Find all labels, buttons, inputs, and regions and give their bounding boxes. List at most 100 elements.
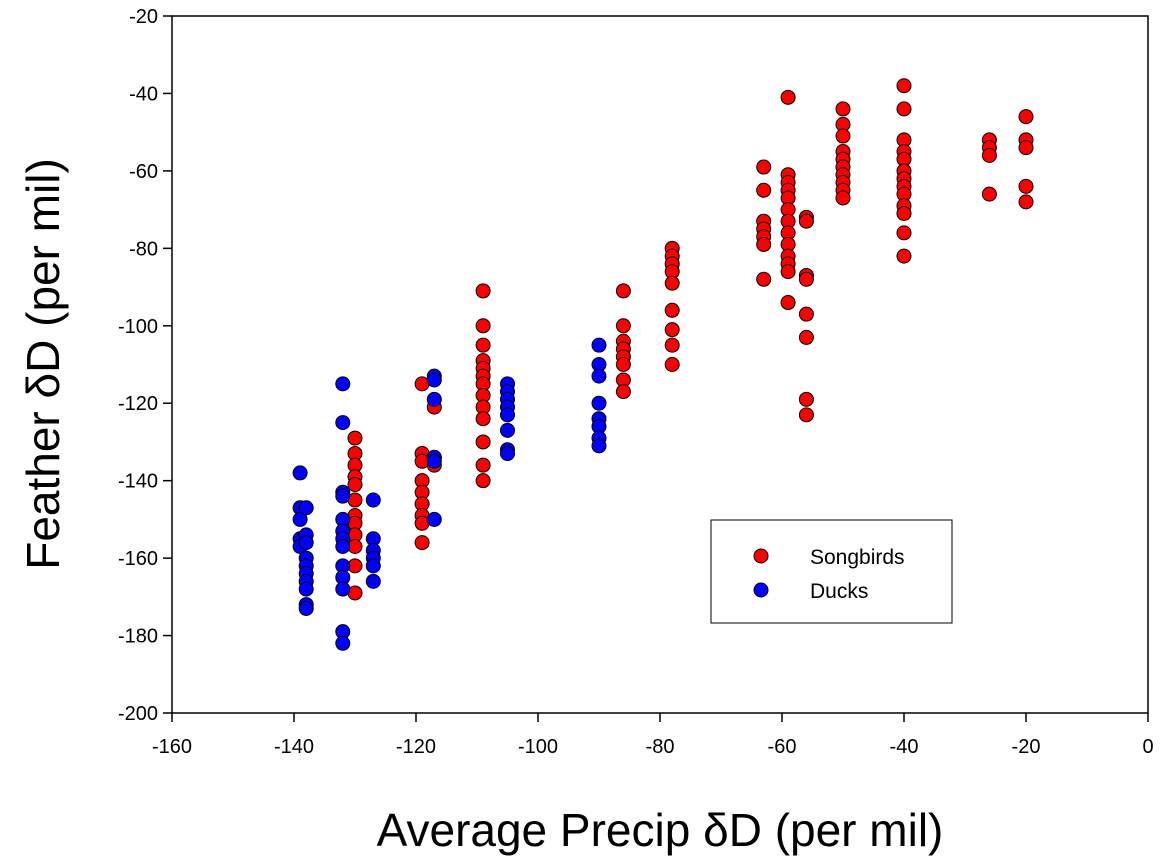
point-ducks [299,601,313,615]
point-songbirds [415,536,429,550]
point-ducks [501,408,515,422]
point-songbirds [665,338,679,352]
x-tick-label: -160 [152,736,192,758]
point-songbirds [665,358,679,372]
point-songbirds [616,385,630,399]
x-tick-label: -80 [646,736,675,758]
point-ducks [427,392,441,406]
point-songbirds [1019,110,1033,124]
legend: Songbirds Ducks [711,520,952,623]
point-songbirds [665,323,679,337]
point-ducks [336,539,350,553]
y-tick-label: -20 [129,6,158,28]
point-ducks [299,582,313,596]
point-songbirds [757,183,771,197]
point-songbirds [897,249,911,263]
point-songbirds [799,214,813,228]
x-tick-label: -140 [274,736,314,758]
point-ducks [501,423,515,437]
x-tick-label: -20 [1012,736,1041,758]
point-ducks [336,636,350,650]
point-songbirds [799,272,813,286]
x-tick-label: 0 [1142,736,1153,758]
point-songbirds [616,319,630,333]
x-tick-label: -40 [890,736,919,758]
point-songbirds [897,226,911,240]
point-ducks [366,559,380,573]
point-ducks [336,489,350,503]
y-axis-title: Feather δD (per mil) [17,158,69,570]
point-songbirds [799,307,813,321]
point-songbirds [1019,179,1033,193]
point-ducks [501,447,515,461]
point-songbirds [836,102,850,116]
point-ducks [299,536,313,550]
point-ducks [293,466,307,480]
point-songbirds [781,296,795,310]
point-ducks [592,369,606,383]
y-tick-label: -60 [129,161,158,183]
point-songbirds [799,330,813,344]
point-songbirds [616,358,630,372]
point-ducks [336,377,350,391]
point-songbirds [476,474,490,488]
point-ducks [336,582,350,596]
point-ducks [366,574,380,588]
y-tick-label: -140 [118,471,158,493]
point-ducks [427,454,441,468]
point-songbirds [476,284,490,298]
point-ducks [336,416,350,430]
legend-label-ducks: Ducks [810,580,868,603]
x-tick-label: -60 [768,736,797,758]
x-tick-label: -120 [396,736,436,758]
point-songbirds [799,392,813,406]
point-ducks [427,512,441,526]
point-ducks [366,493,380,507]
point-songbirds [757,272,771,286]
point-songbirds [982,148,996,162]
y-tick-label: -180 [118,626,158,648]
point-songbirds [799,408,813,422]
point-songbirds [781,90,795,104]
point-songbirds [897,102,911,116]
y-tick-label: -80 [129,238,158,260]
point-songbirds [757,237,771,251]
point-songbirds [476,338,490,352]
point-songbirds [476,412,490,426]
point-songbirds [897,206,911,220]
legend-marker-songbirds [754,549,768,563]
point-songbirds [897,79,911,93]
point-ducks [427,373,441,387]
y-tick-label: -200 [118,703,158,725]
point-songbirds [665,303,679,317]
point-songbirds [476,319,490,333]
x-axis-title: Average Precip δD (per mil) [377,804,944,856]
x-tick-label: -100 [518,736,558,758]
point-ducks [592,338,606,352]
y-tick-label: -100 [118,316,158,338]
point-songbirds [665,276,679,290]
point-ducks [592,396,606,410]
point-songbirds [982,187,996,201]
point-songbirds [836,191,850,205]
point-songbirds [1019,141,1033,155]
point-songbirds [348,478,362,492]
point-songbirds [616,284,630,298]
point-songbirds [476,435,490,449]
point-songbirds [836,129,850,143]
y-tick-label: -160 [118,548,158,570]
point-ducks [299,501,313,515]
point-songbirds [476,458,490,472]
point-songbirds [757,160,771,174]
legend-marker-ducks [754,583,768,597]
point-songbirds [1019,195,1033,209]
legend-label-songbirds: Songbirds [810,546,905,569]
y-tick-label: -40 [129,83,158,105]
point-ducks [592,439,606,453]
legend-box [711,520,952,623]
point-songbirds [781,265,795,279]
point-songbirds [348,431,362,445]
y-tick-label: -120 [118,393,158,415]
